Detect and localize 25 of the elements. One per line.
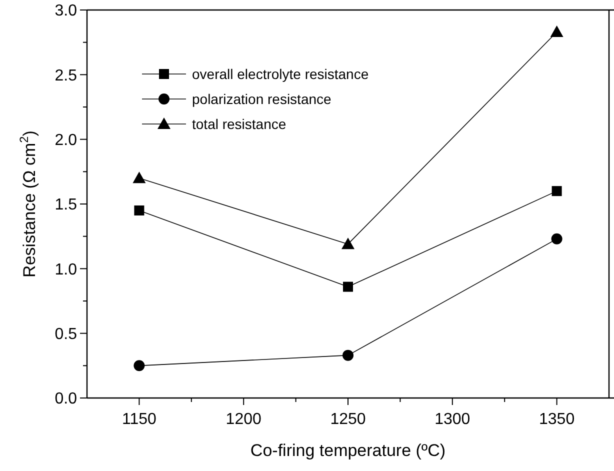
x-axis-title: Co-firing temperature (ºC): [250, 441, 446, 460]
y-tick-label: 2.5: [54, 67, 78, 84]
x-tick-label: 1150: [122, 411, 157, 428]
legend-label: total resistance: [192, 116, 286, 132]
legend-label: overall electrolyte resistance: [192, 66, 369, 82]
y-tick-label: 1.5: [54, 196, 78, 214]
y-tick-label: 3.0: [54, 2, 78, 20]
x-tick-label: 1250: [330, 411, 366, 428]
point: [551, 233, 562, 244]
legend-label: polarization resistance: [192, 90, 332, 107]
point: [342, 238, 354, 250]
y-tick-label: 1.0: [54, 261, 78, 278]
x-tick-label: 1350: [539, 411, 575, 428]
point: [134, 360, 145, 372]
x-tick-label: 1200: [226, 411, 262, 428]
point: [552, 186, 562, 196]
y-tick-label: 0.0: [54, 390, 78, 408]
y-tick-label: 0.5: [54, 326, 78, 343]
point: [134, 205, 144, 216]
point: [343, 282, 353, 292]
x-tick-label: 1300: [434, 411, 470, 428]
y-tick-label: 2.0: [54, 132, 78, 149]
point: [342, 350, 354, 361]
point: [550, 25, 564, 37]
point: [132, 172, 146, 184]
